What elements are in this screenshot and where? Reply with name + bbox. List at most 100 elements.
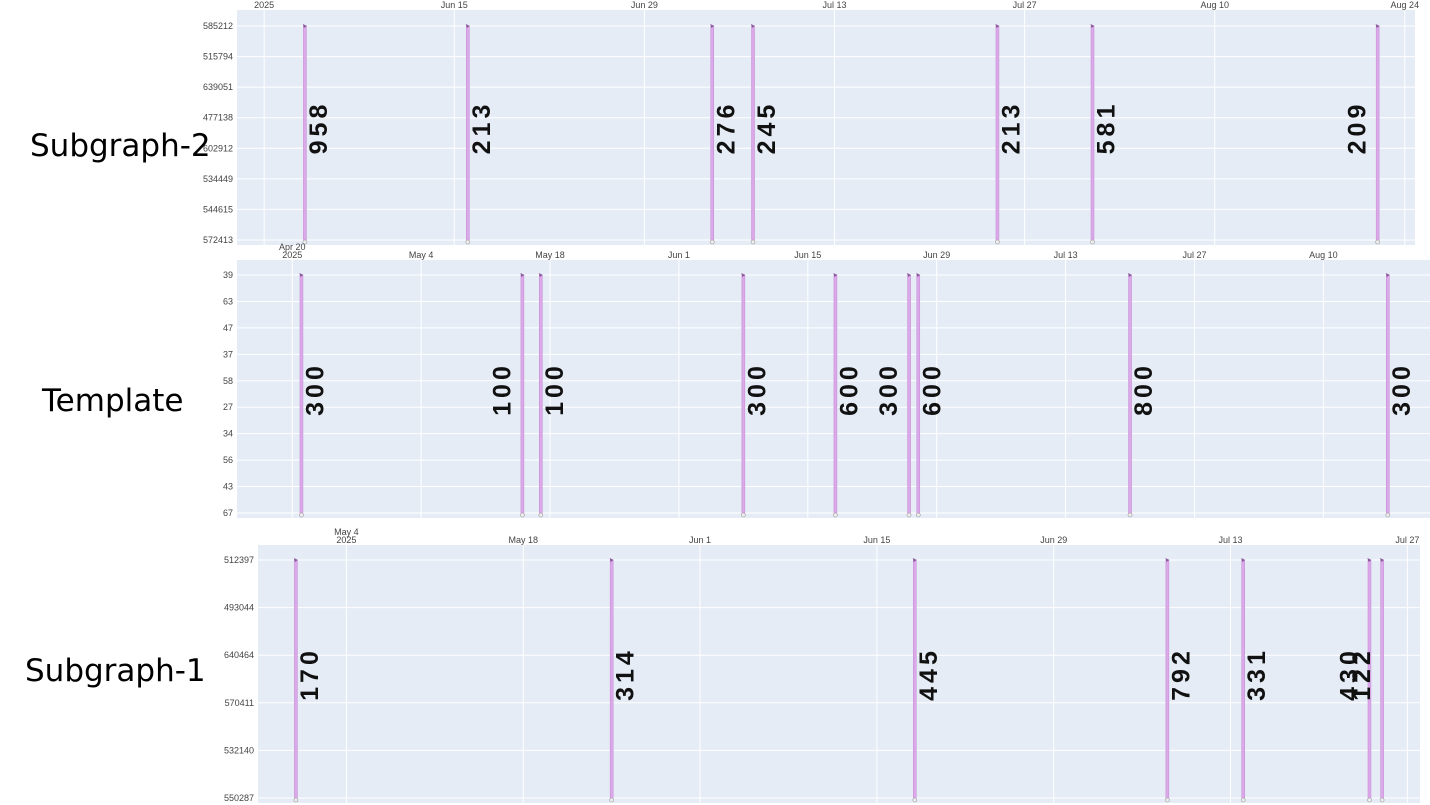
event-label: 122 <box>1348 647 1376 701</box>
event-end <box>1375 239 1380 245</box>
event-head <box>1385 273 1390 277</box>
y-tick-label: 602912 <box>203 143 233 153</box>
event-label: 100 <box>541 362 569 416</box>
event: 958 <box>302 24 333 245</box>
event: 445 <box>912 558 943 803</box>
x-tick-label: Jun 29 <box>631 0 658 10</box>
x-tick-label: Aug 24 <box>1391 0 1420 10</box>
plot-area <box>237 260 1430 518</box>
event-label: 300 <box>1388 362 1416 416</box>
event-head <box>465 24 470 28</box>
event-label: 213 <box>468 101 496 155</box>
event-end <box>1165 797 1170 803</box>
event-line <box>1375 25 1380 243</box>
event: 213 <box>465 24 496 245</box>
event-end <box>750 239 756 245</box>
x-tick-label: May 4 <box>409 250 434 260</box>
event: 430 <box>1335 558 1372 803</box>
event-head <box>520 273 525 277</box>
y-tick-label: 67 <box>223 508 233 518</box>
y-tick-label: 572413 <box>203 235 233 245</box>
event-end <box>906 512 912 518</box>
y-tick-label: 47 <box>223 323 233 333</box>
event-head <box>609 558 614 562</box>
event-head <box>1090 24 1095 28</box>
event-head <box>302 24 307 28</box>
event: 600 <box>915 273 946 518</box>
event-end <box>520 512 525 518</box>
event: 100 <box>488 273 525 518</box>
event-head <box>1375 24 1380 28</box>
x-tick-label: Aug 10 <box>1309 250 1338 260</box>
x-tick-label: Jul 13 <box>822 0 846 10</box>
event-head <box>912 558 917 562</box>
event: 581 <box>1090 24 1120 245</box>
event-end <box>709 239 715 245</box>
y-tick-label: 43 <box>223 482 233 492</box>
event-head <box>1367 558 1372 562</box>
event-end <box>915 512 921 518</box>
x-tick-label: Apr 20 2025 <box>279 242 306 260</box>
event-label: 300 <box>875 362 903 416</box>
y-tick-label: 37 <box>223 349 233 359</box>
x-tick-label: May 18 <box>508 535 538 545</box>
event-label: 100 <box>488 362 516 416</box>
event-head <box>833 273 838 277</box>
x-tick-label: Jun 1 <box>668 250 690 260</box>
event-label: 792 <box>1167 647 1195 701</box>
y-tick-label: 639051 <box>203 82 233 92</box>
event: 170 <box>293 558 324 803</box>
event: 245 <box>750 24 781 245</box>
y-tick-label: 640464 <box>224 650 254 660</box>
event-label: 300 <box>301 362 329 416</box>
x-tick-label: Jul 27 <box>1182 250 1206 260</box>
event-line <box>907 274 911 516</box>
event-head <box>995 24 1000 28</box>
event-end <box>1090 239 1095 245</box>
event: 600 <box>833 273 863 518</box>
event: 300 <box>875 273 912 518</box>
event-head <box>710 24 715 28</box>
event: 300 <box>1385 273 1416 518</box>
event-label: 300 <box>743 362 771 416</box>
event-label: 209 <box>1344 101 1372 155</box>
x-tick-label: Jun 15 <box>794 250 821 260</box>
event-label: 213 <box>997 101 1025 155</box>
event: 213 <box>995 24 1025 245</box>
x-tick-label: Jul 27 <box>1395 535 1419 545</box>
event: 209 <box>1344 24 1380 245</box>
event-label: 600 <box>918 362 946 416</box>
event-label: 245 <box>753 101 781 155</box>
event-end <box>741 512 746 518</box>
event-end <box>538 512 544 518</box>
event: 122 <box>1348 558 1385 803</box>
event-end <box>302 239 308 245</box>
event-end <box>995 239 1000 245</box>
y-tick-label: 512397 <box>224 555 254 565</box>
panel-title: Template <box>41 383 183 419</box>
event-end <box>1367 797 1372 803</box>
event-label: 170 <box>296 647 324 701</box>
event-label: 800 <box>1130 362 1158 416</box>
event-label: 314 <box>612 647 640 701</box>
event: 300 <box>299 273 329 518</box>
y-tick-label: 532140 <box>224 745 254 755</box>
x-tick-label: May 4 2025 <box>334 527 359 545</box>
event: 800 <box>1127 273 1158 518</box>
event-head <box>1128 273 1133 277</box>
panel-title: Subgraph-1 <box>25 653 206 689</box>
y-tick-label: 585212 <box>203 21 233 31</box>
event-label: 331 <box>1243 647 1271 701</box>
event-end <box>1379 797 1385 803</box>
event-label: 276 <box>712 101 740 155</box>
x-tick-label: Jun 1 <box>689 535 711 545</box>
event: 100 <box>538 273 569 518</box>
y-tick-label: 477138 <box>203 113 233 123</box>
x-tick-label: Jun 29 <box>1040 535 1067 545</box>
y-tick-label: 544615 <box>203 204 233 214</box>
event-end <box>1385 512 1391 518</box>
x-tick-label: Jun 15 <box>441 0 468 10</box>
event-end <box>912 797 918 803</box>
event-end <box>465 239 471 245</box>
